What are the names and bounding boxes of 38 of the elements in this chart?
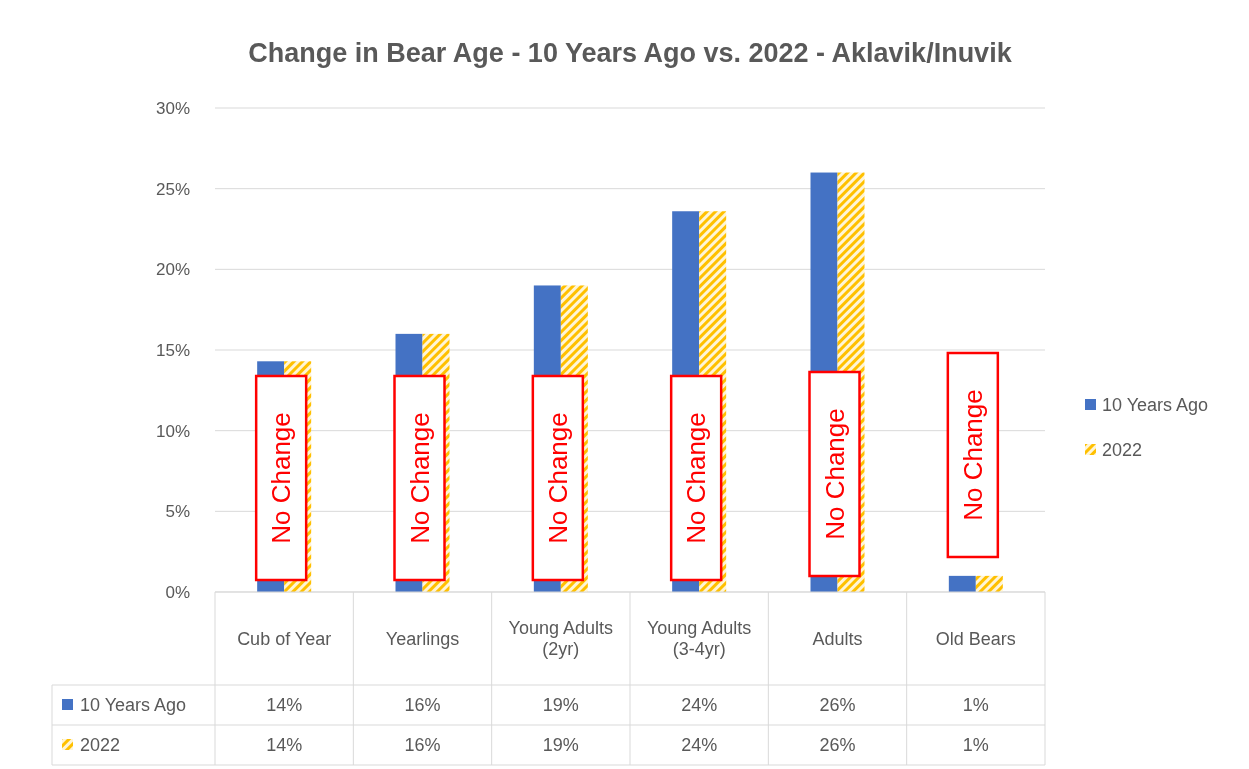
- annotation: No Change: [542, 412, 573, 544]
- legend-label: 2022: [1102, 440, 1143, 460]
- annotation: No Change: [404, 412, 435, 544]
- text: 10 Years Ago: [1102, 395, 1209, 415]
- y-tick-label: 5%: [165, 502, 190, 522]
- bar: [975, 575, 1003, 592]
- x-tick-label: Yearlings: [385, 628, 460, 649]
- y-tick-label: 25%: [155, 179, 190, 199]
- data-label: 14%: [266, 735, 303, 755]
- annotation: No Change: [957, 389, 988, 521]
- data-label: 26%: [819, 735, 856, 755]
- data-label: 24%: [681, 695, 718, 715]
- annotation: No Change: [819, 408, 850, 540]
- data-label: 14%: [266, 695, 303, 715]
- x-tick-label: Young Adults (3-4yr): [646, 618, 752, 659]
- x-tick-label: Young Adults (2yr): [508, 618, 614, 659]
- data-label: 16%: [404, 695, 441, 715]
- y-tick-label: 0%: [165, 583, 190, 602]
- data-label: 19%: [542, 735, 579, 755]
- bar: [948, 575, 976, 592]
- x-tick-label: Adults: [812, 628, 863, 649]
- annotation: No Change: [681, 412, 712, 544]
- chart-title: Change in Bear Age - 10 Years Ago vs. 2022 - Aklavik/Inuvik: [248, 38, 1013, 68]
- data-label: 1%: [962, 735, 989, 755]
- legend-label: 10 Years Ago: [80, 695, 187, 715]
- x-tick-label: Old Bears: [935, 628, 1016, 649]
- data-label: 1%: [962, 695, 989, 715]
- data-label: 26%: [819, 695, 856, 715]
- y-tick-label: 20%: [155, 260, 190, 280]
- data-label: 16%: [404, 735, 441, 755]
- y-tick-label: 10%: [155, 421, 190, 441]
- x-tick-label: Cub of Year: [237, 628, 332, 649]
- y-tick-label: 30%: [155, 99, 190, 118]
- annotation: No Change: [266, 412, 297, 544]
- data-label: 19%: [542, 695, 579, 715]
- text: 2022: [80, 735, 121, 755]
- data-label: 24%: [681, 735, 718, 755]
- y-tick-label: 15%: [155, 341, 190, 360]
